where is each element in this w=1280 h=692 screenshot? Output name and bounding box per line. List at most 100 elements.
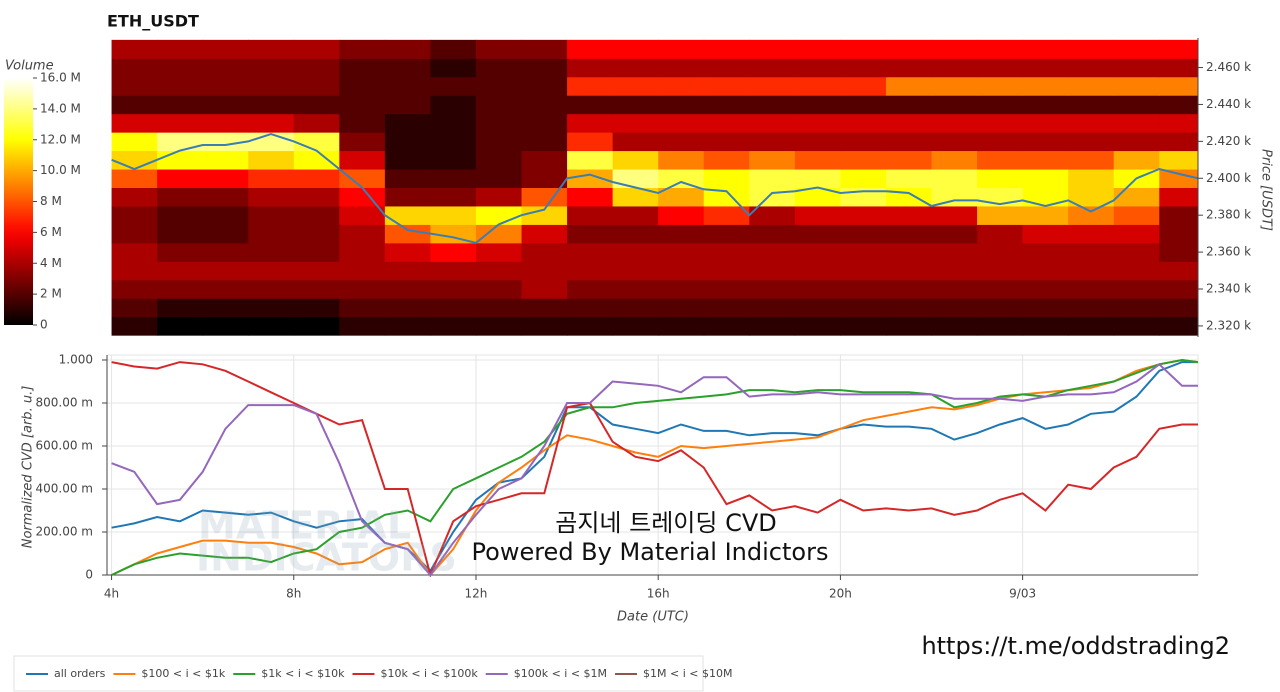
heatmap-cell <box>1113 242 1160 262</box>
heatmap-cell <box>430 298 477 318</box>
heatmap-cell <box>293 150 340 170</box>
heatmap-cell <box>157 150 204 170</box>
heatmap-cell <box>1022 113 1069 133</box>
heatmap-cell <box>1159 298 1198 318</box>
heatmap-cell <box>339 169 386 188</box>
heatmap-cell <box>384 279 431 299</box>
heatmap-cell <box>567 316 614 336</box>
annotation: 곰지네 트레이딩 CVD <box>555 509 776 537</box>
heatmap-cell <box>248 316 295 336</box>
heatmap-cell <box>840 279 887 299</box>
heatmap-cell <box>703 132 750 152</box>
legend-label: $100 < i < $1k <box>141 667 225 680</box>
heatmap-cell <box>248 76 295 96</box>
heatmap-cell <box>612 298 659 318</box>
heatmap-cell <box>430 224 477 244</box>
heatmap-cell <box>248 39 295 59</box>
heatmap-cell <box>794 261 841 281</box>
heatmap-cell <box>248 169 295 188</box>
x-tick-label: 8h <box>286 587 301 601</box>
legend-label: all orders <box>54 667 106 680</box>
heatmap-cell <box>1068 261 1115 281</box>
heatmap-cell <box>794 132 841 152</box>
heatmap-cell <box>202 205 249 225</box>
heatmap-cell <box>977 150 1024 170</box>
heatmap-cell <box>977 39 1024 59</box>
heatmap-cell <box>202 224 249 244</box>
heatmap-cell <box>885 95 933 115</box>
heatmap-cell <box>475 150 523 170</box>
heatmap-cell <box>658 187 705 207</box>
colorbar-tick-label: 10.0 M <box>40 163 81 177</box>
heatmap-cell <box>794 76 841 96</box>
colorbar-tick-label: 14.0 M <box>40 101 81 115</box>
heatmap-cell <box>703 113 750 133</box>
heatmap-cell <box>475 39 523 59</box>
heatmap-cell <box>931 169 978 188</box>
heatmap-cell <box>475 58 523 78</box>
heatmap-cell <box>658 279 705 299</box>
heatmap-cell <box>840 76 887 96</box>
heatmap-cell <box>977 113 1024 133</box>
colorbar-tick-label: 2 M <box>40 287 62 301</box>
heatmap-cell <box>293 298 340 318</box>
heatmap-cell <box>1022 169 1069 188</box>
heatmap-cell <box>293 279 340 299</box>
heatmap-cell <box>749 205 796 225</box>
heatmap-cell <box>339 242 386 262</box>
heatmap-cell <box>1159 261 1198 281</box>
heatmap-cell <box>794 205 841 225</box>
heatmap-cell <box>977 132 1024 152</box>
heatmap-cell <box>567 95 614 115</box>
legend-label: $10k < i < $100k <box>380 667 478 680</box>
heatmap-cell <box>521 58 568 78</box>
heatmap-cell <box>339 298 386 318</box>
heatmap-cell <box>749 316 796 336</box>
heatmap-cell <box>475 76 523 96</box>
heatmap-cell <box>885 242 933 262</box>
y-tick-label: 1.000 <box>59 353 93 367</box>
heatmap-cell <box>384 132 431 152</box>
heatmap-cell <box>202 113 249 133</box>
heatmap-cell <box>885 132 933 152</box>
legend-items: all orders $100 < i < $1k $1k < i < $10k $1… <box>26 667 732 680</box>
heatmap-cell <box>1113 298 1160 318</box>
heatmap-cell <box>111 279 158 299</box>
heatmap-cell <box>339 95 386 115</box>
heatmap-cell <box>1068 187 1115 207</box>
heatmap-cell <box>202 76 249 96</box>
heatmap-cell <box>111 205 158 225</box>
heatmap-cell <box>931 95 978 115</box>
heatmap-cell <box>931 261 978 281</box>
heatmap-cell <box>794 279 841 299</box>
heatmap-cell <box>521 205 568 225</box>
heatmap-cell <box>567 298 614 318</box>
heatmap-cell <box>293 58 340 78</box>
heatmap-cell <box>521 113 568 133</box>
heatmap-cell <box>1068 224 1115 244</box>
heatmap-cell <box>248 187 295 207</box>
heatmap-cell <box>521 150 568 170</box>
heatmap-cell <box>202 316 249 336</box>
heatmap-cell <box>293 76 340 96</box>
heatmap-cell <box>612 150 659 170</box>
heatmap-cell <box>293 113 340 133</box>
y2-tick-label: 2.460 k <box>1206 60 1251 74</box>
heatmap-cell <box>794 187 841 207</box>
heatmap-cell <box>521 169 568 188</box>
heatmap-cell <box>703 279 750 299</box>
heatmap-cell <box>293 205 340 225</box>
heatmap-cell <box>1022 58 1069 78</box>
heatmap-cell <box>658 316 705 336</box>
heatmap-cell <box>475 224 523 244</box>
heatmap-cell <box>612 58 659 78</box>
heatmap-cell <box>1113 205 1160 225</box>
heatmap-cell <box>612 224 659 244</box>
heatmap-cell <box>157 169 204 188</box>
heatmap-cell <box>840 224 887 244</box>
heatmap-cell <box>703 187 750 207</box>
annotation: Powered By Material Indictors <box>472 538 829 566</box>
heatmap-cell <box>1022 95 1069 115</box>
heatmap-cell <box>248 224 295 244</box>
heatmap-cell <box>931 187 978 207</box>
